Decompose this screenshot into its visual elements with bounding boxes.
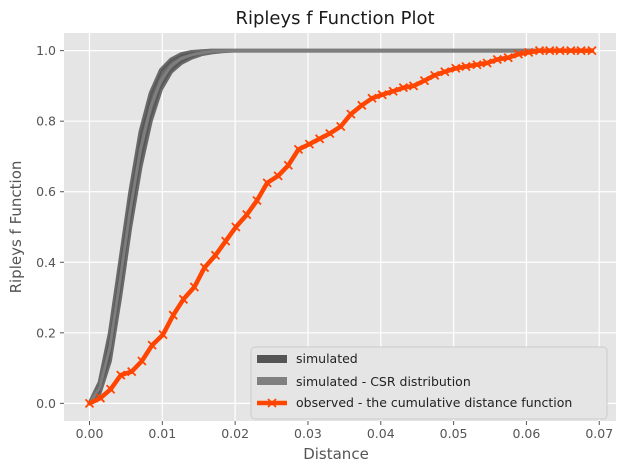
observed-point <box>346 109 356 119</box>
observed-point <box>293 144 304 155</box>
observed-point <box>503 53 513 63</box>
observed-point <box>273 171 283 181</box>
observed-point <box>116 370 126 380</box>
legend-swatch-csr <box>257 377 287 385</box>
observed-point <box>388 86 398 96</box>
observed-point <box>555 45 565 56</box>
observed-point <box>576 45 586 56</box>
observed-point <box>168 310 178 320</box>
observed-point <box>105 384 116 394</box>
y-tick-label: 0.2 <box>36 325 56 340</box>
observed-point <box>252 195 262 206</box>
observed-point <box>199 262 210 273</box>
legend-box <box>250 346 608 420</box>
chart-title: Ripleys f Function Plot <box>235 8 434 29</box>
observed-point <box>221 236 231 246</box>
observed-point <box>398 83 408 93</box>
x-tick-label: 0.03 <box>294 426 322 441</box>
x-tick-label: 0.05 <box>440 426 468 441</box>
observed-point <box>84 398 95 409</box>
observed-point <box>304 139 315 149</box>
y-tick-label: 0.6 <box>36 184 56 199</box>
x-tick-label: 0.00 <box>76 426 104 441</box>
observed-point <box>127 366 137 377</box>
observed-point <box>314 134 325 144</box>
observed-point <box>95 393 106 403</box>
y-tick-label: 0.0 <box>36 396 56 411</box>
x-tick-label: 0.02 <box>221 426 249 441</box>
x-axis-label: Distance <box>303 445 369 463</box>
observed-point <box>262 178 272 188</box>
series-csr-line <box>88 49 594 405</box>
legend-label-simulated: simulated <box>296 351 358 366</box>
x-tick-label: 0.04 <box>367 426 395 441</box>
observed-point <box>178 294 189 304</box>
y-tick-label: 1.0 <box>36 43 56 58</box>
observed-point <box>325 128 335 139</box>
observed-point <box>357 100 367 110</box>
legend-marker-observed <box>267 398 277 408</box>
observed-point <box>587 45 597 56</box>
legend-label-observed: observed - the cumulative distance funct… <box>296 395 572 410</box>
y-tick-label: 0.4 <box>36 255 56 270</box>
observed-point <box>189 282 199 292</box>
y-tick-label: 0.8 <box>36 114 56 129</box>
observed-point <box>231 222 241 232</box>
observed-point <box>513 49 524 59</box>
observed-point <box>492 54 502 65</box>
y-axis-label: Ripleys f Function <box>7 161 25 294</box>
observed-point <box>419 75 430 86</box>
observed-point <box>451 63 461 73</box>
observed-point <box>461 61 471 72</box>
observed-point <box>472 60 482 70</box>
observed-point <box>210 250 221 260</box>
legend: simulated simulated - CSR distribution o… <box>250 346 608 420</box>
observed-point <box>367 93 377 103</box>
legend-label-csr: simulated - CSR distribution <box>296 374 471 389</box>
observed-point <box>482 58 492 68</box>
observed-point <box>534 45 545 56</box>
observed-point <box>408 81 419 91</box>
observed-point <box>377 90 387 100</box>
x-axis-ticks: 0.00 0.01 0.02 0.03 0.04 0.05 0.06 0.07 <box>76 421 613 441</box>
observed-point <box>242 210 252 220</box>
legend-swatch-simulated <box>257 355 287 363</box>
observed-point <box>430 70 440 80</box>
observed-point <box>158 329 168 340</box>
observed-point <box>566 45 576 56</box>
x-tick-label: 0.06 <box>513 426 541 441</box>
series-layer <box>84 45 597 409</box>
x-tick-label: 0.07 <box>585 426 613 441</box>
observed-point <box>523 47 534 58</box>
observed-point <box>336 121 346 132</box>
observed-point <box>137 356 147 366</box>
x-tick-label: 0.01 <box>148 426 176 441</box>
observed-point <box>545 45 555 56</box>
observed-point <box>147 340 157 350</box>
observed-point <box>283 160 293 170</box>
observed-point <box>440 67 450 77</box>
y-axis-ticks: 0.0 0.2 0.4 0.6 0.8 1.0 <box>36 43 64 411</box>
